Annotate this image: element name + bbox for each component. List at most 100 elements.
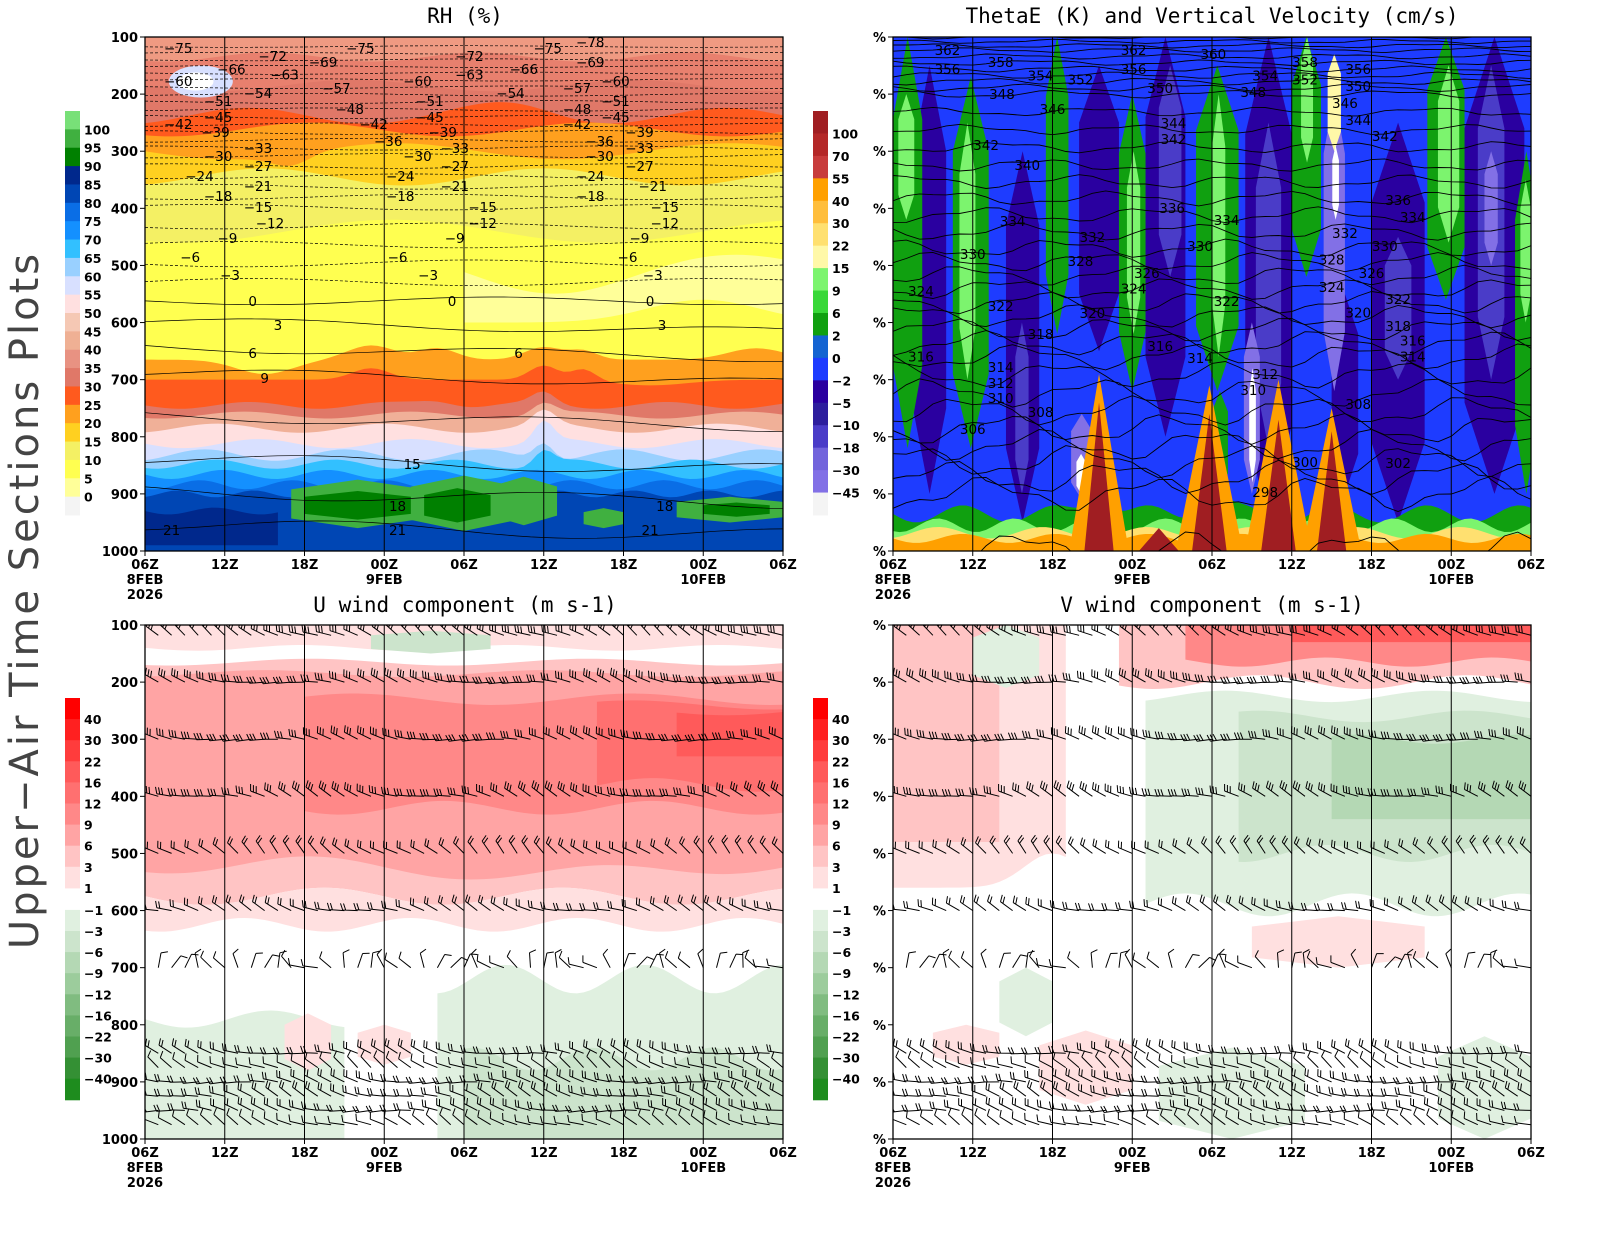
wind-barb [1516,726,1531,740]
y-tick-label: 800 [111,1019,138,1034]
wind-barb [167,788,185,797]
wind-barb [1062,672,1080,683]
wind-barb [222,1057,239,1069]
contour-label: −36 [585,134,614,150]
contour-label: 312 [988,376,1014,392]
wind-barb [1438,625,1452,636]
wind-barb [1328,1086,1345,1097]
wind-barb [369,726,385,740]
wind-barb [623,1038,638,1054]
wind-barb [220,674,239,683]
wind-barb [1250,1112,1266,1126]
wind-barb [1146,951,1160,969]
wind-barb [252,894,265,912]
wind-barb [567,1115,584,1126]
wind-barb [263,625,279,636]
filled-contour [1158,1047,1306,1139]
wind-barb [619,788,637,797]
wind-barb [1012,782,1027,797]
wind-barb [1221,1073,1239,1083]
wind-barb [1182,1085,1199,1097]
wind-barb [1062,901,1080,912]
wind-barb [1419,734,1439,742]
y-tick-label: 300 [111,145,138,160]
wind-barb [1397,1054,1412,1069]
wind-barb [969,787,987,797]
wind-barb [1407,788,1425,797]
wind-barb [272,676,292,684]
contour-label: −42 [359,117,388,133]
wind-barb [1504,1080,1518,1097]
wind-barb [477,1109,491,1126]
wind-barb [1343,840,1359,854]
wind-barb [1341,1072,1359,1083]
contour-label: 308 [1028,405,1054,421]
wind-barb [1105,952,1118,968]
wind-barb [1515,625,1531,636]
wind-barb [1279,780,1293,797]
wind-barb [1461,1071,1478,1083]
colorbar-label: 22 [84,754,101,769]
wind-barb [728,1112,744,1126]
colorbar-label: −16 [84,1008,112,1023]
wind-barb [394,729,411,740]
wind-barb [1092,838,1106,854]
wind-barb [452,1108,465,1126]
contour-label: −57 [563,81,592,97]
wind-barb [1318,838,1332,854]
wind-barb [255,835,266,854]
wind-barb [476,784,491,797]
isotherm-line [145,114,783,119]
wind-barb [1384,1053,1399,1069]
wind-barb [1224,784,1239,797]
x-date-label: 8FEB [875,573,912,588]
wind-barb [1277,1068,1293,1083]
wind-barb [515,898,531,912]
colorbar-swatch [813,447,828,471]
x-tick-label: 06Z [1517,558,1545,573]
colorbar-label: 9 [832,818,841,833]
wind-barb [1154,788,1173,797]
wind-barb [922,625,934,636]
wind-barb [1419,1076,1439,1084]
wind-barb [1091,669,1106,683]
x-date-label: 8FEB [127,573,164,588]
wind-barb [264,954,280,968]
colorbar-label: 100 [832,126,858,141]
wind-barb [232,948,239,968]
wind-barb [1306,950,1319,969]
wind-barb [651,1107,664,1126]
filled-contour [1332,145,1339,220]
colorbar-label: −3 [832,924,851,939]
wind-barb [583,839,598,854]
contour-label: −60 [403,74,432,90]
colorbar-label: 30 [832,733,850,748]
wind-barb [1381,1101,1399,1111]
wind-barb [632,731,651,740]
wind-barb [1009,1071,1027,1083]
wind-barb [677,951,691,969]
wind-barb [677,894,691,911]
wind-barb [1246,1047,1266,1055]
x-tick-label: 18Z [1039,1146,1067,1161]
wind-barb [595,726,611,740]
wind-barb [756,1080,770,1097]
contour-label: −57 [322,81,351,97]
wind-barb [593,1072,611,1083]
y-tick-label: % [873,790,886,805]
contour-label: 342 [1161,132,1187,148]
wind-barb [341,1115,358,1126]
wind-barb [319,1051,332,1068]
wind-barb [516,1053,531,1069]
wind-barb [1304,1068,1319,1083]
wind-barb [194,1087,212,1097]
colorbar-swatch [813,952,828,974]
wind-barb [502,1070,518,1083]
wind-barb [186,1108,199,1126]
wind-barb [942,948,950,968]
wind-barb [1367,788,1385,797]
wind-barb [251,1109,265,1126]
contour-label: −63 [270,68,299,84]
wind-barb [1248,730,1266,740]
wind-barb [1239,1080,1253,1097]
